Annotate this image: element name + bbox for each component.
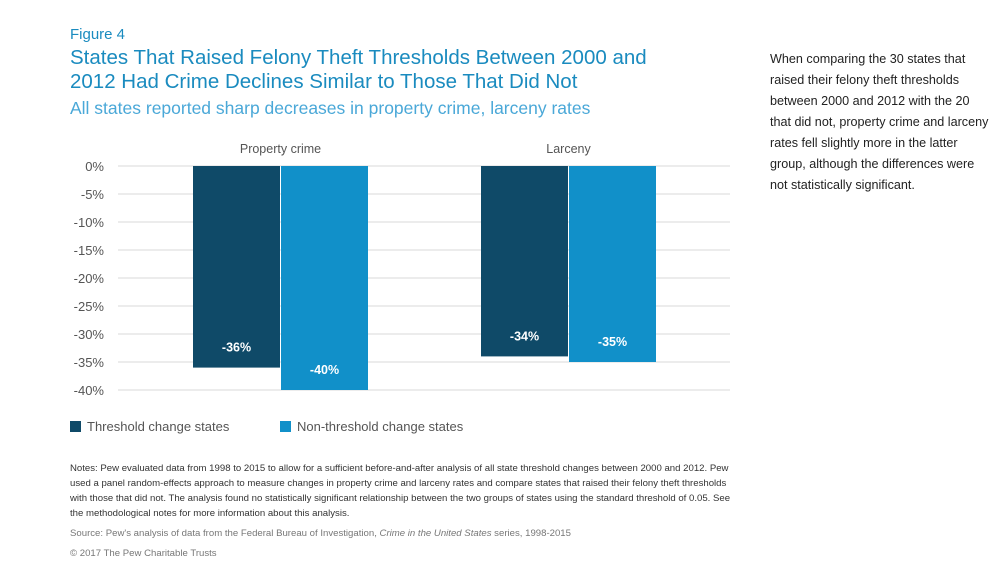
y-tick-label: -35% [74,355,105,370]
category-label: Property crime [240,142,321,156]
source-italic: Crime in the United States [379,528,492,539]
side-note: When comparing the 30 states that raised… [770,52,989,192]
category-label: Larceny [546,142,591,156]
y-tick-label: -10% [74,215,105,230]
source-prefix: Source: Pew's analysis of data from the … [70,528,380,539]
chart-title-line-2: 2012 Had Crime Declines Similar to Those… [70,70,578,93]
source: Source: Pew's analysis of data from the … [70,528,571,539]
bar [281,166,368,390]
y-tick-label: -30% [74,327,105,342]
y-tick-label: -40% [74,383,105,398]
data-label: -35% [598,335,627,349]
legend-item-non-threshold: Non-threshold change states [280,419,463,434]
legend-swatch-non-threshold [280,421,291,432]
legend-label-non-threshold: Non-threshold change states [297,419,464,434]
y-tick-label: -20% [74,271,105,286]
figure-label: Figure 4 [70,26,126,43]
bar [481,166,568,357]
data-label: -36% [222,341,251,355]
bar [193,166,280,368]
legend-label-threshold: Threshold change states [87,419,230,434]
bar [569,166,656,362]
data-label: -34% [510,329,539,343]
chart-subtitle: All states reported sharp decreases in p… [70,98,591,118]
chart-title: States That Raised Felony Theft Threshol… [70,46,710,94]
chart-title-line-1: States That Raised Felony Theft Threshol… [70,46,647,69]
y-tick-label: -15% [74,243,105,258]
legend-item-threshold: Threshold change states [70,419,229,434]
y-tick-label: -5% [81,187,105,202]
y-tick-label: 0% [85,159,104,174]
bar-chart: 0% -5% -10% -15% -20% -25% -30% -35% -40% Propert… [74,142,730,398]
copyright: © 2017 The Pew Charitable Trusts [70,548,217,559]
notes: Notes: Pew evaluated data from 1998 to 2… [70,463,731,519]
legend-swatch-threshold [70,421,81,432]
data-label: -40% [310,363,339,377]
y-tick-label: -25% [74,299,105,314]
source-suffix: series, 1998-2015 [491,528,571,539]
